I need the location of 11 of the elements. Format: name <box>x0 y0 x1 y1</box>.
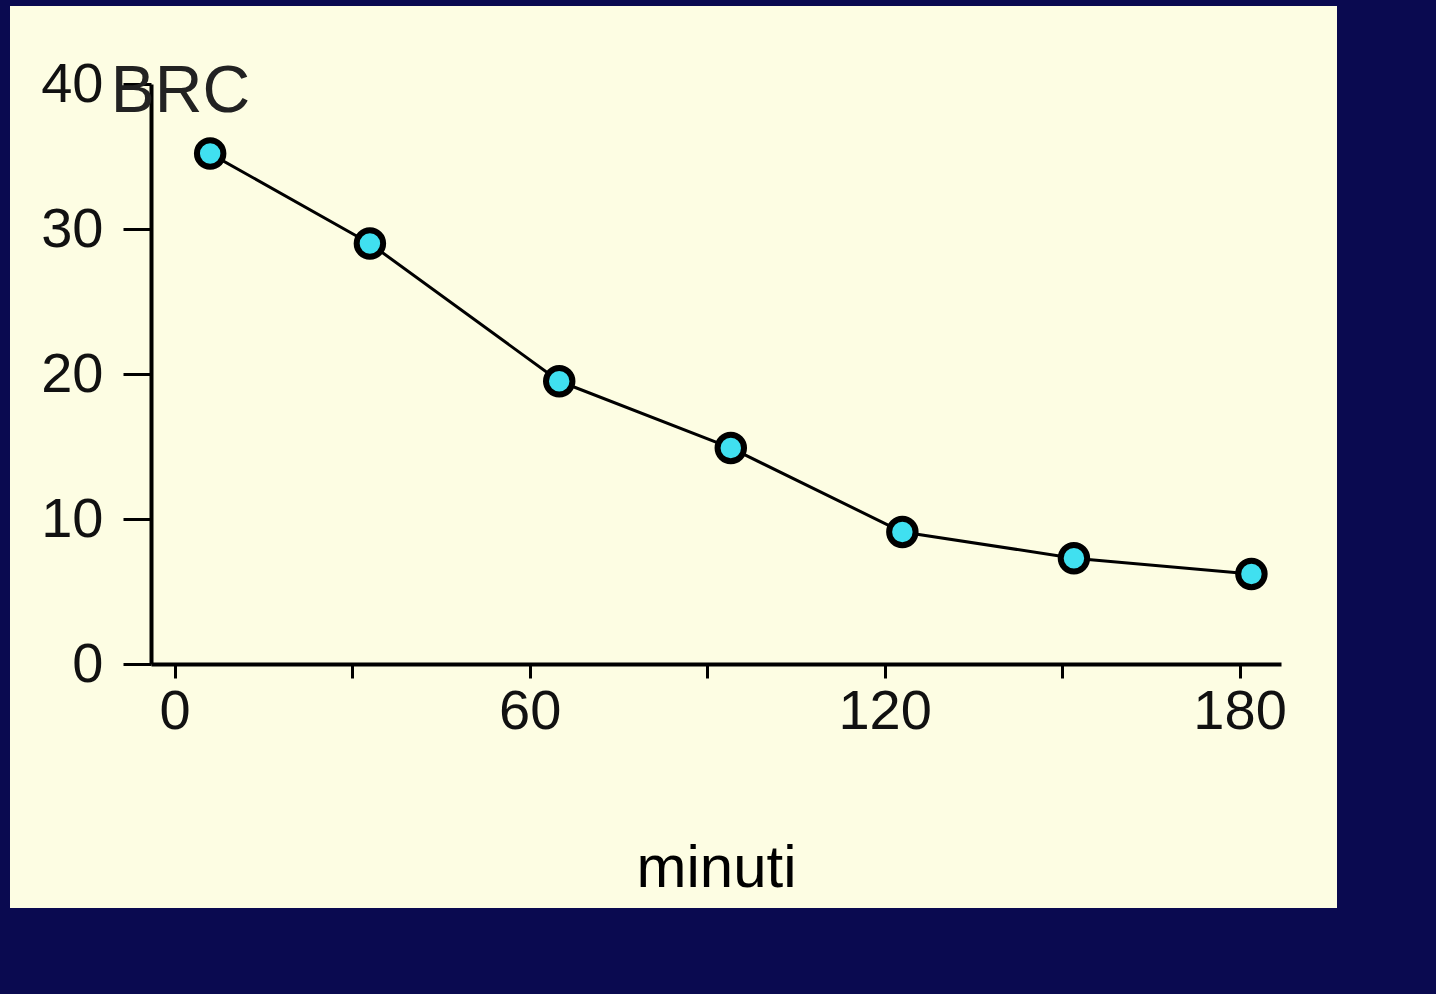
y-tick-label: 20 <box>41 340 104 404</box>
x-tick-label: 120 <box>838 677 932 741</box>
y-tick-label: 10 <box>41 485 104 549</box>
x-tick-label: 0 <box>159 677 191 741</box>
x-axis-title: minuti <box>636 832 797 900</box>
x-tick-label: 180 <box>1193 677 1287 741</box>
x-tick-label: 60 <box>498 677 562 741</box>
chart-title: BRC <box>110 52 251 126</box>
y-tick-label: 30 <box>41 195 104 259</box>
y-tick-label: 0 <box>72 630 104 694</box>
y-tick-label: 40 <box>41 50 104 114</box>
